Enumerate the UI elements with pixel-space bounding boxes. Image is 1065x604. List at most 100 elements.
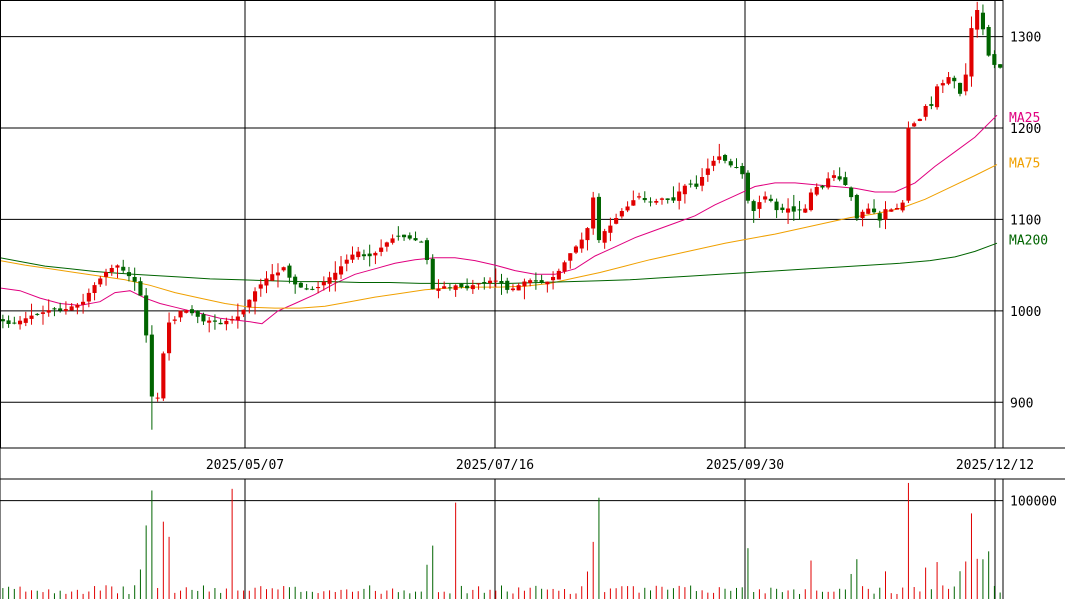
candle-body bbox=[23, 318, 28, 323]
date-tick-label: 2025/07/16 bbox=[456, 458, 534, 473]
candle-body bbox=[121, 266, 126, 271]
candle-body bbox=[946, 77, 951, 84]
candle-body bbox=[195, 310, 200, 317]
candle-body bbox=[528, 280, 533, 283]
date-axis-labels: 2025/05/07 2025/07/16 2025/09/30 2025/12/12 bbox=[206, 458, 1034, 473]
candle-body bbox=[402, 234, 407, 238]
candle-body bbox=[751, 201, 756, 211]
candle-body bbox=[585, 228, 590, 241]
price-tick-label: 1200 bbox=[1010, 122, 1041, 137]
price-axis-labels: 900 1000 1100 1200 1300 bbox=[1010, 31, 1041, 412]
candle-body bbox=[29, 315, 34, 319]
candle-body bbox=[92, 285, 97, 293]
candle-body bbox=[241, 309, 246, 315]
candle-body bbox=[975, 10, 980, 30]
candle-body bbox=[728, 161, 733, 166]
candle-body bbox=[929, 104, 934, 106]
candle-body bbox=[253, 291, 258, 302]
candle-body bbox=[81, 301, 86, 305]
candlesticks bbox=[0, 1, 1003, 430]
candle-body bbox=[780, 207, 785, 210]
candle-body bbox=[568, 253, 573, 261]
candle-body bbox=[654, 201, 659, 203]
volume-grid bbox=[0, 479, 1003, 599]
candle-body bbox=[436, 288, 441, 291]
candle-body bbox=[115, 265, 120, 268]
candle-body bbox=[705, 168, 710, 175]
candle-body bbox=[516, 285, 521, 291]
ma25-line bbox=[0, 114, 998, 325]
candle-body bbox=[424, 240, 429, 260]
candle-body bbox=[407, 235, 412, 239]
candle-body bbox=[860, 211, 865, 218]
candle-body bbox=[935, 86, 940, 108]
candle-body bbox=[46, 310, 51, 313]
candle-body bbox=[556, 270, 561, 280]
price-grid bbox=[0, 0, 1003, 448]
candle-body bbox=[482, 282, 487, 284]
candle-body bbox=[12, 322, 17, 324]
candle-body bbox=[980, 12, 985, 30]
volume-tick-label: 100000 bbox=[1010, 495, 1057, 510]
candle-body bbox=[212, 320, 217, 322]
candle-body bbox=[820, 185, 825, 188]
candle-body bbox=[826, 178, 831, 188]
candle-body bbox=[6, 320, 11, 324]
candle-body bbox=[465, 285, 470, 289]
candle-body bbox=[333, 272, 338, 280]
candle-body bbox=[419, 241, 424, 243]
candle-body bbox=[104, 272, 109, 277]
candle-body bbox=[745, 172, 750, 201]
candle-body bbox=[963, 74, 968, 92]
price-tick-label: 1100 bbox=[1010, 213, 1041, 228]
candle-body bbox=[258, 284, 263, 289]
candle-body bbox=[992, 54, 997, 65]
candle-body bbox=[189, 309, 194, 314]
candle-body bbox=[138, 281, 143, 296]
candle-body bbox=[493, 280, 498, 282]
candle-body bbox=[75, 304, 80, 308]
candle-body bbox=[734, 167, 739, 168]
candle-body bbox=[304, 288, 309, 290]
candle-body bbox=[149, 334, 154, 397]
candle-body bbox=[637, 196, 642, 198]
candle-body bbox=[310, 288, 315, 290]
price-tick-label: 900 bbox=[1010, 396, 1033, 411]
candle-body bbox=[533, 280, 538, 282]
candle-body bbox=[488, 280, 493, 284]
candle-body bbox=[545, 281, 550, 285]
candle-body bbox=[883, 209, 888, 220]
candle-body bbox=[298, 282, 303, 288]
candle-body bbox=[791, 206, 796, 212]
candle-body bbox=[906, 127, 911, 201]
candle-body bbox=[413, 238, 418, 241]
candle-body bbox=[573, 246, 578, 253]
candle-body bbox=[774, 201, 779, 211]
ma75-line bbox=[0, 164, 998, 309]
candle-body bbox=[843, 177, 848, 185]
legend-ma25: MA25 bbox=[1009, 111, 1040, 126]
candle-body bbox=[235, 316, 240, 321]
candle-body bbox=[562, 262, 567, 272]
price-tick-label: 1300 bbox=[1010, 31, 1041, 46]
candle-body bbox=[872, 208, 877, 213]
candle-body bbox=[717, 156, 722, 160]
candle-body bbox=[849, 187, 854, 198]
candle-body bbox=[579, 239, 584, 249]
candle-body bbox=[447, 287, 452, 289]
candle-body bbox=[264, 278, 269, 286]
candle-body bbox=[854, 195, 859, 219]
candle-body bbox=[723, 155, 728, 161]
candle-body bbox=[459, 283, 464, 288]
legend-ma200: MA200 bbox=[1009, 234, 1048, 249]
candle-body bbox=[350, 254, 355, 260]
candle-body bbox=[339, 266, 344, 275]
candle-body bbox=[837, 176, 842, 180]
candle-body bbox=[608, 225, 613, 233]
candle-body bbox=[218, 322, 223, 325]
candle-body bbox=[327, 277, 332, 284]
candle-body bbox=[803, 208, 808, 213]
candle-body bbox=[700, 177, 705, 186]
candle-body bbox=[52, 308, 57, 310]
